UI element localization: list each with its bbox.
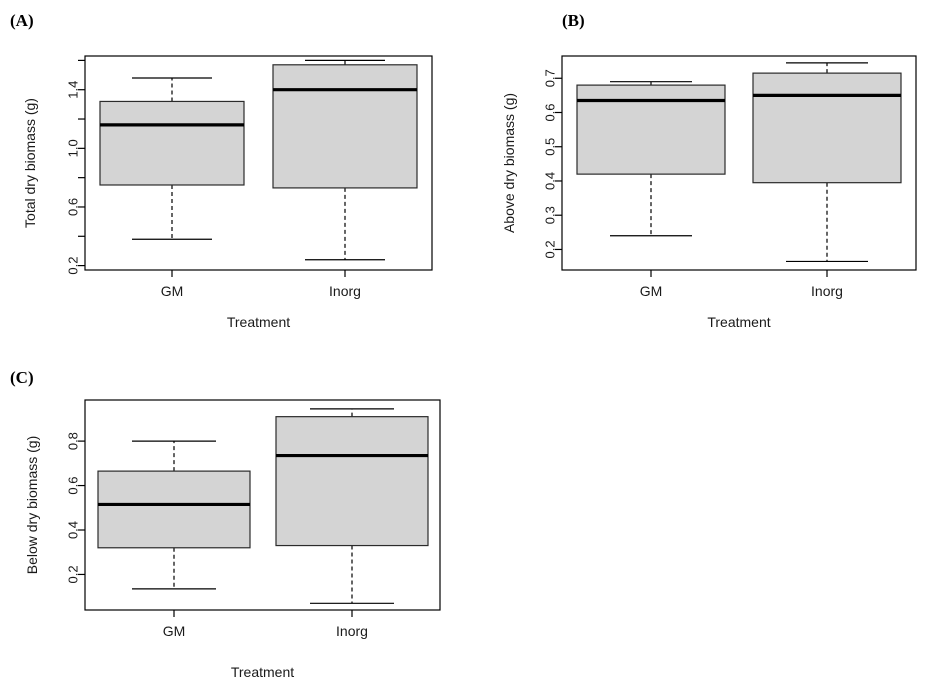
panel-c: (C) 0.2 0.4 0.6 0.8 Below dry biomass (g) GM I… [0, 347, 470, 697]
y-axis-tick-label: 1.4 [66, 81, 81, 99]
box-iqr [275, 416, 429, 547]
x-axis-category-label: GM [161, 283, 184, 299]
x-axis-title: Treatment [231, 664, 294, 680]
y-axis-tick-label: 0.6 [66, 477, 81, 495]
x-axis-category-label: Inorg [336, 623, 368, 639]
panel-a: (A) 0.2 0.6 1.0 1.4 Total dry biomass (g) GM I… [0, 0, 470, 350]
panel-a-letter: (A) [10, 11, 34, 30]
x-axis-category-label: Inorg [329, 283, 361, 299]
y-axis-tick-label: 0.6 [543, 103, 558, 121]
y-axis-tick-label: 0.2 [66, 257, 81, 275]
x-axis-category-label: GM [640, 283, 663, 299]
y-axis-tick-label: 0.2 [66, 565, 81, 583]
box-iqr [97, 470, 251, 549]
x-axis-category-label: Inorg [811, 283, 843, 299]
y-axis-tick-label: 0.5 [543, 138, 558, 156]
y-axis-title: Total dry biomass (g) [22, 98, 38, 228]
panel-b-plot: 0.2 0.3 0.4 0.5 0.6 0.7 Above dry biomass (g) G… [501, 55, 917, 330]
x-axis-category-label: GM [163, 623, 186, 639]
box-iqr [576, 84, 726, 175]
x-axis-title: Treatment [707, 314, 770, 330]
plot-frame [84, 55, 433, 271]
y-axis-title: Below dry biomass (g) [24, 436, 40, 575]
panel-c-plot: 0.2 0.4 0.6 0.8 Below dry biomass (g) GM Inorg… [24, 399, 441, 680]
y-axis-tick-label: 0.7 [543, 69, 558, 87]
y-axis-tick-label: 0.8 [66, 432, 81, 450]
panel-c-letter: (C) [10, 368, 34, 387]
box-iqr [272, 64, 418, 189]
y-axis-tick-label: 0.4 [543, 172, 558, 190]
panel-a-plot: 0.2 0.6 1.0 1.4 Total dry biomass (g) GM Inorg… [22, 55, 433, 330]
y-axis-title: Above dry biomass (g) [501, 93, 517, 233]
y-axis-tick-label: 0.3 [543, 206, 558, 224]
panel-b-letter: (B) [562, 11, 585, 30]
box-iqr [99, 100, 245, 186]
y-axis-tick-label: 0.6 [66, 198, 81, 216]
plot-frame [561, 55, 917, 271]
x-axis-title: Treatment [227, 314, 290, 330]
y-axis-tick-label: 0.2 [543, 240, 558, 258]
y-axis-tick-label: 0.4 [66, 521, 81, 539]
box-iqr [752, 72, 902, 184]
y-axis-tick-label: 1.0 [66, 139, 81, 157]
plot-frame [84, 399, 441, 611]
panel-b: (B) 0.2 0.3 0.4 0.5 0.6 0.7 Above dry biomass … [479, 0, 949, 350]
